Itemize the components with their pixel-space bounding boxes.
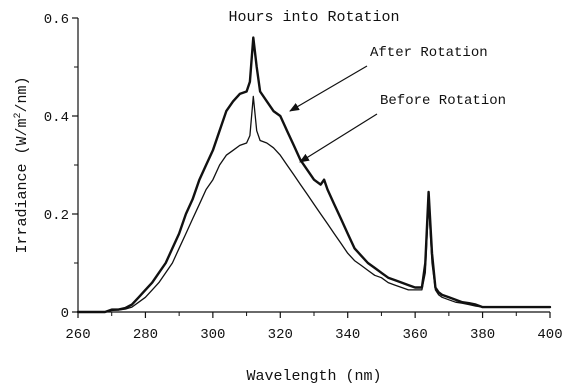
annotations: After Rotation Before Rotation [289, 45, 506, 163]
series-line-before-rotation [77, 95, 551, 313]
y-axis-label: Irradiance (W/m2/nm) [13, 76, 31, 253]
x-tick-label: 300 [200, 327, 225, 343]
annotation-arrow-before [299, 113, 378, 163]
x-tick-label: 320 [268, 327, 293, 343]
annotation-label-before: Before Rotation [380, 93, 506, 109]
y-axis-label-main: Irradiance (W/m [14, 119, 31, 254]
x-tick-label: 340 [335, 327, 360, 343]
y-tick-label: 0.6 [44, 12, 69, 28]
x-tick-label: 400 [537, 327, 562, 343]
x-tick-label: 280 [133, 327, 158, 343]
x-ticks: 260 280 300 320 340 360 380 400 [65, 312, 563, 343]
x-tick-label: 260 [65, 327, 90, 343]
x-tick-label: 380 [470, 327, 495, 343]
x-axis-label: Wavelength (nm) [246, 368, 381, 385]
y-axis-label-superscript: 2 [13, 112, 24, 118]
y-tick-label: 0 [61, 306, 69, 322]
annotation-arrow-after [289, 65, 368, 112]
y-ticks: 0 0.2 0.4 0.6 [44, 12, 78, 322]
series-group [76, 36, 552, 314]
axes [77, 18, 550, 313]
chart-title: Hours into Rotation [228, 9, 399, 26]
x-tick-label: 360 [403, 327, 428, 343]
y-tick-label: 0.2 [44, 208, 69, 224]
y-axis-label-tail: /nm) [14, 76, 31, 112]
y-tick-label: 0.4 [44, 110, 69, 126]
series-line-after-rotation [76, 36, 552, 314]
annotation-label-after: After Rotation [370, 45, 488, 61]
